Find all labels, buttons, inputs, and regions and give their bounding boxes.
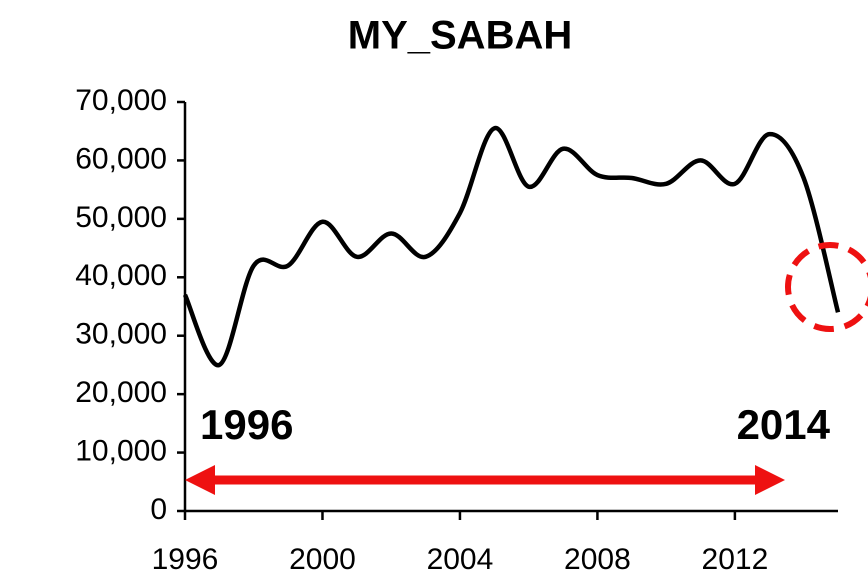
y-tick-label: 60,000 [75, 142, 167, 175]
arrow-head-left [185, 465, 215, 495]
arrow-head-right [755, 465, 785, 495]
annotation: 2014 [737, 401, 831, 448]
y-tick-label: 70,000 [75, 84, 167, 117]
annotation: 1996 [200, 401, 293, 448]
x-tick-label: 2000 [289, 543, 356, 576]
x-tick-label: 2012 [702, 543, 769, 576]
y-tick-label: 30,000 [75, 318, 167, 351]
chart-title: MY_SABAH [348, 14, 572, 58]
x-tick-label: 2008 [564, 543, 631, 576]
line-series [182, 126, 841, 368]
y-tick-label: 0 [150, 493, 167, 526]
y-tick-label: 20,000 [75, 376, 167, 409]
x-tick-label: 2004 [427, 543, 494, 576]
y-tick-label: 10,000 [75, 434, 167, 467]
y-tick-label: 50,000 [75, 201, 167, 234]
y-tick-label: 40,000 [75, 259, 167, 292]
highlight-circle [785, 242, 868, 332]
x-tick-label: 1996 [152, 543, 219, 576]
